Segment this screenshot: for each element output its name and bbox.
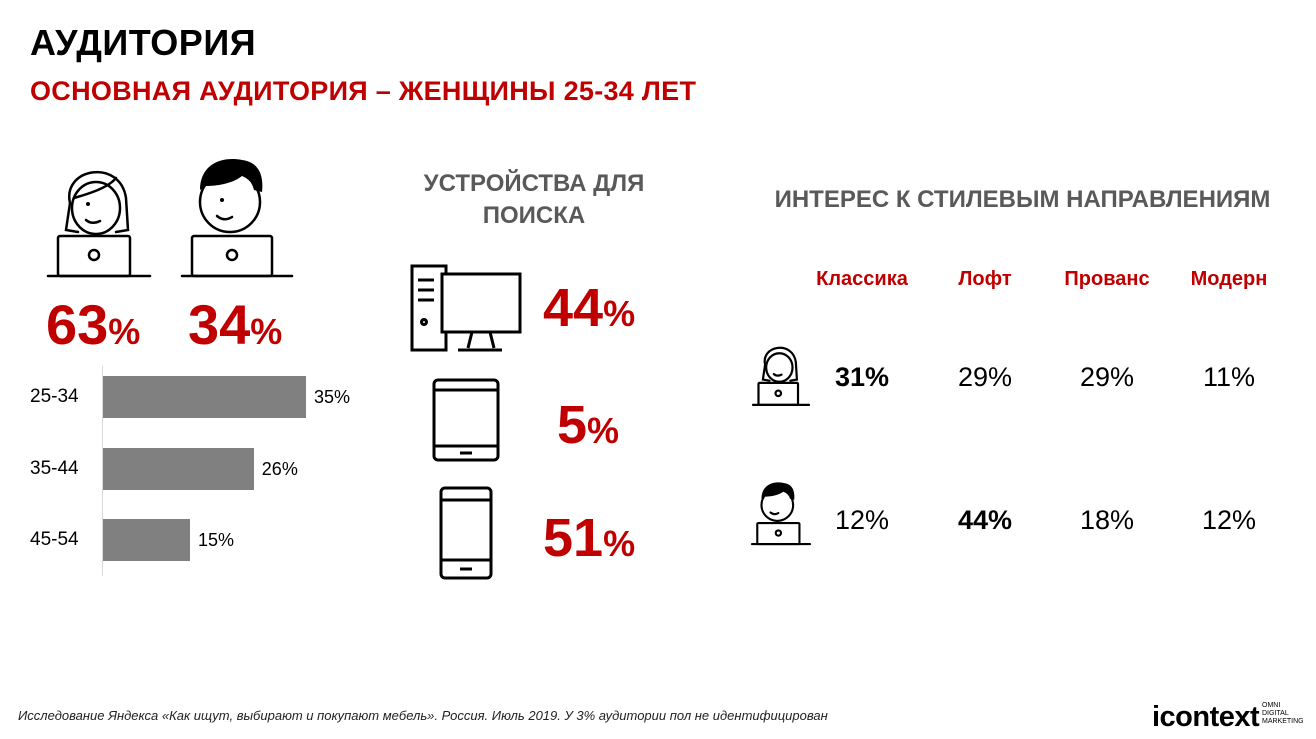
device-mobile-sign: % xyxy=(603,523,636,564)
male-share-sign: % xyxy=(250,311,283,352)
device-mobile-share: 51% xyxy=(543,511,635,565)
device-desktop-value: 44 xyxy=(543,278,604,338)
age-bar xyxy=(103,376,306,418)
age-category-label: 35-44 xyxy=(30,458,79,479)
col-head-loft: Лофт xyxy=(958,268,1012,290)
device-tablet-value: 5 xyxy=(557,395,588,455)
device-desktop-sign: % xyxy=(603,293,636,334)
age-bar xyxy=(103,519,190,561)
age-bar xyxy=(103,448,254,490)
device-tablet-share: 5% xyxy=(557,398,619,452)
style-value-cell: 12% xyxy=(834,505,890,535)
style-value-cell: 44% xyxy=(957,505,1013,535)
man-at-laptop-icon xyxy=(750,482,812,546)
icontext-logo: icontext xyxy=(1152,701,1260,733)
col-head-provence: Прованс xyxy=(1064,268,1150,290)
col-head-modern: Модерн xyxy=(1190,268,1268,290)
devices-heading: УСТРОЙСТВА ДЛЯ ПОИСКА xyxy=(423,170,645,230)
page-subtitle: ОСНОВНАЯ АУДИТОРИЯ – ЖЕНЩИНЫ 25-34 ЛЕТ xyxy=(30,76,697,106)
female-share: 63% xyxy=(46,297,140,353)
page-title: АУДИТОРИЯ xyxy=(30,22,257,63)
age-bar-value-label: 15% xyxy=(198,530,235,550)
source-note: Исследование Яндекса «Как ищут, выбирают… xyxy=(18,708,828,723)
logo-tagline-line: MARKETING xyxy=(1262,718,1304,725)
style-value-cell: 29% xyxy=(1079,362,1135,392)
style-value-cell: 11% xyxy=(1202,362,1256,392)
male-share: 34% xyxy=(188,297,282,353)
styles-heading: ИНТЕРЕС К СТИЛЕВЫМ НАПРАВЛЕНИЯМ xyxy=(774,186,1271,213)
age-bar-value-label: 35% xyxy=(314,387,351,407)
col-head-classic: Классика xyxy=(816,268,908,290)
style-value-cell: 31% xyxy=(834,362,890,392)
device-tablet-sign: % xyxy=(587,410,620,451)
device-desktop-share: 44% xyxy=(543,281,635,335)
logo-tagline-line: DIGITAL xyxy=(1262,710,1289,717)
woman-at-laptop-icon xyxy=(751,346,811,406)
tablet-icon xyxy=(432,378,500,462)
female-share-value: 63 xyxy=(46,293,109,356)
style-value-cell: 18% xyxy=(1079,505,1135,535)
chart-axis-line xyxy=(102,366,103,576)
style-value-cell: 12% xyxy=(1201,505,1257,535)
female-share-sign: % xyxy=(108,311,141,352)
age-category-label: 45-54 xyxy=(30,529,79,550)
style-value-cell: 29% xyxy=(957,362,1013,392)
male-share-value: 34 xyxy=(188,293,251,356)
smartphone-icon xyxy=(439,486,493,580)
desktop-computer-icon xyxy=(410,264,522,352)
device-mobile-value: 51 xyxy=(543,508,604,568)
woman-at-laptop-icon xyxy=(46,170,152,278)
age-bar-value-label: 26% xyxy=(261,459,298,479)
logo-tagline-line: OMNI xyxy=(1262,702,1281,709)
logo-tagline: OMNI DIGITAL MARKETING xyxy=(1262,702,1304,726)
age-category-label: 25-34 xyxy=(30,386,79,407)
man-at-laptop-icon xyxy=(180,159,294,278)
